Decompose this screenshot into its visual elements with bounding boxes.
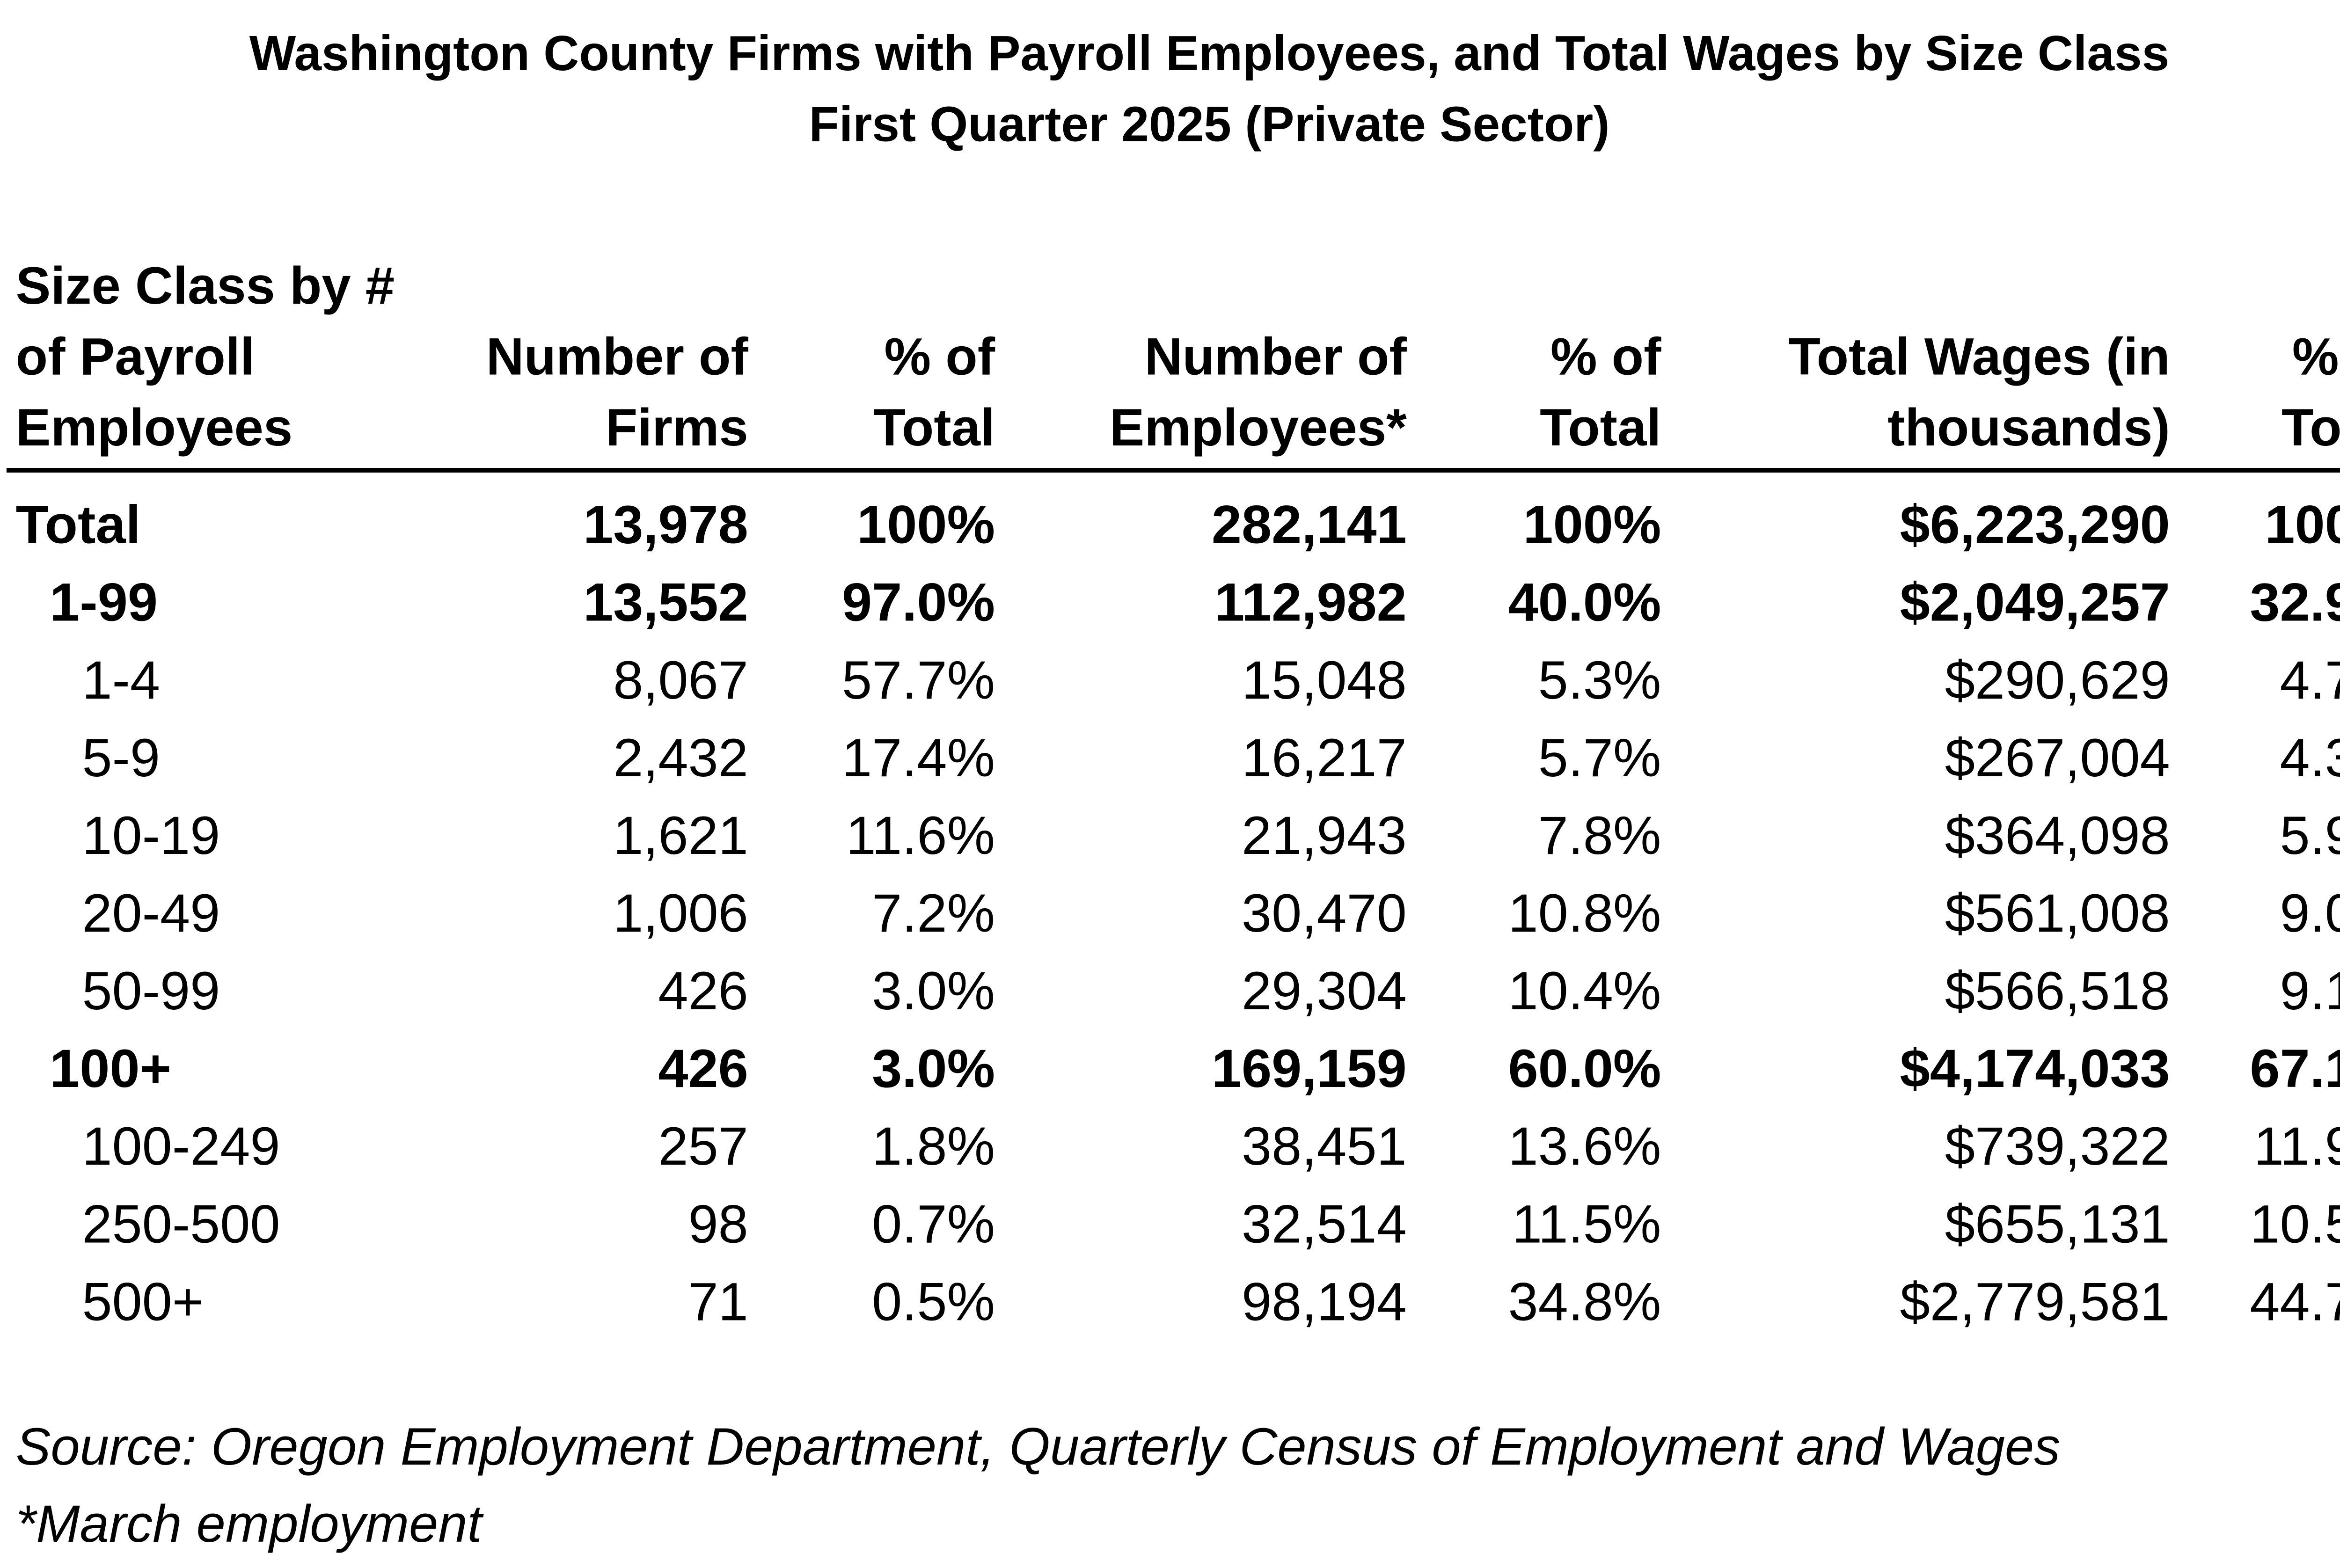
table-cell: 17.4% bbox=[842, 728, 995, 788]
row-label: 1-99 bbox=[50, 573, 158, 633]
table-cell: 10.4% bbox=[1508, 961, 1661, 1021]
table-cell: $561,008 bbox=[1945, 883, 2170, 943]
table-cell: 1,621 bbox=[613, 806, 748, 866]
table-cell: $290,629 bbox=[1945, 650, 2170, 710]
table-cell: 282,141 bbox=[1212, 495, 1407, 555]
table-cell: 2,432 bbox=[613, 728, 748, 788]
title: First Quarter 2025 (Private Sector) bbox=[809, 97, 1610, 152]
column-header: % of bbox=[2292, 328, 2340, 386]
table-cell: 1.8% bbox=[872, 1116, 995, 1176]
row-label: 250-500 bbox=[82, 1194, 280, 1254]
table-cell: 11.5% bbox=[1512, 1194, 1661, 1254]
note: Source: Oregon Employment Department, Qu… bbox=[16, 1417, 2061, 1476]
table-cell: 426 bbox=[658, 1039, 748, 1099]
table-cell: 7.8% bbox=[1538, 806, 1661, 866]
column-header: Number of bbox=[1145, 328, 1407, 386]
table-cell: 11.6% bbox=[846, 806, 995, 866]
table-cell: 98 bbox=[688, 1194, 748, 1254]
table-cell: $267,004 bbox=[1945, 728, 2170, 788]
row-label: 10-19 bbox=[82, 806, 220, 866]
column-header: Employees* bbox=[1110, 398, 1407, 457]
row-label: 1-4 bbox=[82, 650, 160, 710]
table-cell: 11.9% bbox=[2254, 1116, 2340, 1176]
row-label: 20-49 bbox=[82, 883, 220, 943]
table-cell: 0.5% bbox=[872, 1272, 995, 1332]
column-header: Total bbox=[874, 398, 995, 457]
column-header: Total bbox=[1540, 398, 1661, 457]
table-cell: 100% bbox=[2265, 495, 2340, 555]
table-cell: 71 bbox=[688, 1272, 748, 1332]
title: Washington County Firms with Payroll Emp… bbox=[249, 26, 2169, 81]
table-cell: 4.7% bbox=[2280, 650, 2340, 710]
table-cell: 13.6% bbox=[1508, 1116, 1661, 1176]
table-cell: $566,518 bbox=[1945, 961, 2170, 1021]
table-cell: 32.9% bbox=[2250, 573, 2340, 633]
column-header: Total Wages (in bbox=[1789, 328, 2170, 386]
table-cell: 44.7% bbox=[2250, 1272, 2340, 1332]
table-cell: 21,943 bbox=[1242, 806, 1407, 866]
table-cell: 1,006 bbox=[613, 883, 748, 943]
row-label: 100-249 bbox=[82, 1116, 280, 1176]
table-cell: 98,194 bbox=[1242, 1272, 1407, 1332]
column-header: % of bbox=[1550, 328, 1661, 386]
row-label: 5-9 bbox=[82, 728, 160, 788]
table-cell: 13,552 bbox=[583, 573, 748, 633]
table-cell: 67.1% bbox=[2250, 1039, 2340, 1099]
table-cell: 4.3% bbox=[2280, 728, 2340, 788]
table-cell: $4,174,033 bbox=[1900, 1039, 2170, 1099]
table-cell: 10.5% bbox=[2250, 1194, 2340, 1254]
column-header: Firms bbox=[606, 398, 748, 457]
table-cell: 5.3% bbox=[1538, 650, 1661, 710]
table-cell: 97.0% bbox=[842, 573, 995, 633]
table-cell: 9.1% bbox=[2280, 961, 2340, 1021]
column-header: of Payroll bbox=[16, 328, 255, 386]
table-cell: 5.7% bbox=[1538, 728, 1661, 788]
note: *March employment bbox=[16, 1495, 484, 1553]
column-header: % of bbox=[885, 328, 995, 386]
table-cell: 30,470 bbox=[1242, 883, 1407, 943]
table-cell: 112,982 bbox=[1214, 573, 1406, 633]
table-cell: 7.2% bbox=[872, 883, 995, 943]
table-cell: $6,223,290 bbox=[1900, 495, 2170, 555]
table-cell: 426 bbox=[658, 961, 748, 1021]
table-cell: 29,304 bbox=[1242, 961, 1407, 1021]
table-cell: 169,159 bbox=[1212, 1039, 1407, 1099]
table-cell: $364,098 bbox=[1945, 806, 2170, 866]
table-cell: 34.8% bbox=[1508, 1272, 1661, 1332]
table-cell: 40.0% bbox=[1508, 573, 1661, 633]
column-header: Size Class by # bbox=[16, 256, 395, 315]
table-cell: $2,049,257 bbox=[1900, 573, 2170, 633]
table-cell: 8,067 bbox=[613, 650, 748, 710]
row-label: Total bbox=[16, 495, 141, 555]
table-cell: 3.0% bbox=[872, 961, 995, 1021]
table-cell: $655,131 bbox=[1945, 1194, 2170, 1254]
table-cell: 9.0% bbox=[2280, 883, 2340, 943]
row-label: 50-99 bbox=[82, 961, 220, 1021]
row-label: 100+ bbox=[50, 1039, 171, 1099]
table-cell: 38,451 bbox=[1242, 1116, 1407, 1176]
table-cell: 32,514 bbox=[1242, 1194, 1407, 1254]
table-cell: 100% bbox=[857, 495, 995, 555]
row-label: 500+ bbox=[82, 1272, 204, 1332]
table-cell: 10.8% bbox=[1508, 883, 1661, 943]
table-cell: 57.7% bbox=[842, 650, 995, 710]
column-header: Total bbox=[2282, 398, 2340, 457]
column-header: thousands) bbox=[1887, 398, 2170, 457]
table-cell: $2,779,581 bbox=[1900, 1272, 2170, 1332]
table-cell: 15,048 bbox=[1242, 650, 1407, 710]
column-header: Number of bbox=[486, 328, 749, 386]
table-cell: 16,217 bbox=[1242, 728, 1407, 788]
table-cell: 5.9% bbox=[2280, 806, 2340, 866]
table-cell: 60.0% bbox=[1508, 1039, 1661, 1099]
table-cell: 0.7% bbox=[872, 1194, 995, 1254]
table-cell: 13,978 bbox=[583, 495, 748, 555]
table-cell: $739,322 bbox=[1945, 1116, 2170, 1176]
table-cell: 100% bbox=[1523, 495, 1661, 555]
table-cell: 257 bbox=[658, 1116, 748, 1176]
table-cell: 3.0% bbox=[872, 1039, 995, 1099]
column-header: Employees bbox=[16, 398, 292, 457]
